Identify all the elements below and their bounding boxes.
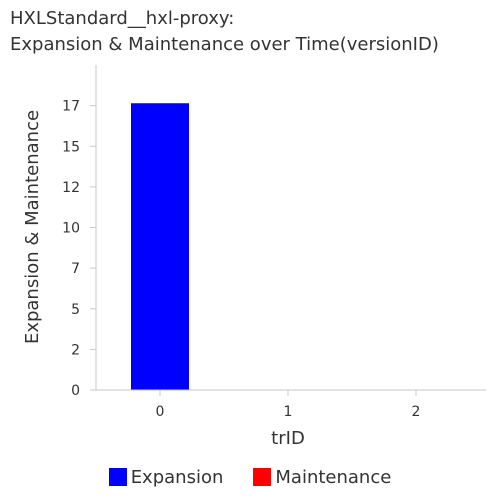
x-tick-label: 2 <box>412 404 421 420</box>
x-axis-title: trID <box>271 428 305 449</box>
y-tick-label: 10 <box>62 221 80 237</box>
bars-layer <box>131 103 189 390</box>
legend: Expansion Maintenance <box>0 464 500 490</box>
y-tick-label: 2 <box>71 342 80 358</box>
chart-title: HXLStandard__hxl-proxy: Expansion & Main… <box>10 6 495 58</box>
legend-label-expansion: Expansion <box>130 466 224 488</box>
y-tick-label: 17 <box>62 99 80 115</box>
y-tick-label: 7 <box>71 261 80 277</box>
legend-swatch-maintenance <box>253 468 272 486</box>
y-tick-label: 5 <box>71 302 80 318</box>
bar-expansion-0 <box>131 103 189 390</box>
y-axis-title: Expansion & Maintenance <box>22 110 43 344</box>
legend-swatch-expansion <box>108 468 127 486</box>
legend-item-maintenance[interactable]: Maintenance <box>253 467 391 488</box>
legend-label-maintenance: Maintenance <box>275 466 392 488</box>
y-tick-label: 15 <box>62 139 80 155</box>
chart-title-line-1: HXLStandard__hxl-proxy: <box>10 8 235 29</box>
legend-item-expansion[interactable]: Expansion <box>108 466 224 488</box>
chart-title-line-2: Expansion & Maintenance over Time(versio… <box>10 34 439 55</box>
x-tick-label: 1 <box>284 404 293 420</box>
y-tick-label: 0 <box>71 383 80 399</box>
y-tick-label: 12 <box>62 180 80 196</box>
x-tick-label: 0 <box>156 404 165 420</box>
